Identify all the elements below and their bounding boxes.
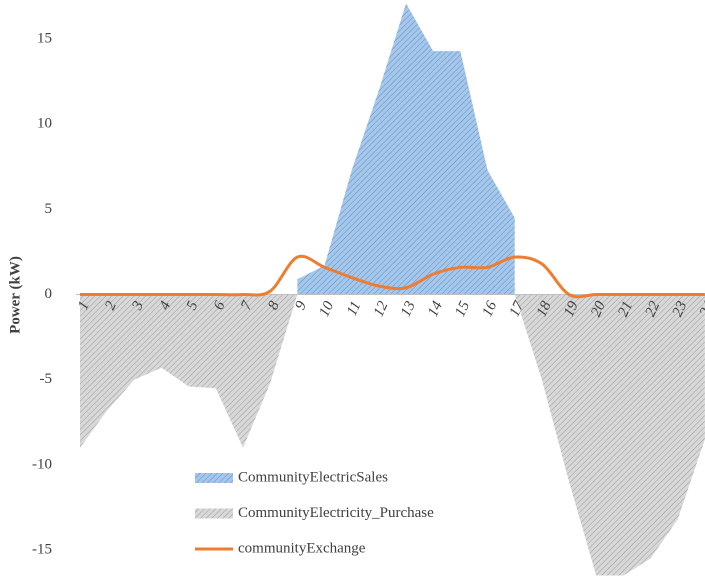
legend-label: communityExchange [238,540,366,556]
x-tick-label: 11 [344,299,364,318]
line [80,254,705,299]
x-tick-label: 12 [371,298,392,319]
x-tick-label: 24 [697,298,705,319]
legend-swatch [195,508,233,519]
x-tick-label: 10 [316,298,337,319]
y-axis-label: Power (kW) [7,256,23,334]
area [80,294,705,576]
x-tick-label: 9 [292,298,310,312]
legend-label: CommunityElectricity_Purchase [238,505,434,521]
x-tick-label: 16 [479,298,500,319]
x-tick-label: 20 [588,298,609,319]
y-tick-label: 0 [45,286,53,302]
legend-swatch [195,473,233,483]
y-tick-label: 15 [37,31,52,47]
x-tick-label: 22 [642,298,663,319]
x-tick-label: 18 [534,298,555,319]
y-tick-label: 5 [45,201,53,217]
y-tick-label: -15 [32,541,52,557]
x-tick-label: 23 [670,299,691,319]
y-tick-label: 10 [37,116,52,132]
y-tick-label: -10 [32,456,52,472]
x-tick-label: 19 [561,298,582,319]
area [297,3,515,295]
x-tick-label: 13 [398,299,419,319]
x-tick-label: 15 [452,298,473,319]
x-tick-label: 14 [425,298,446,319]
y-tick-label: -5 [40,371,53,387]
x-tick-label: 21 [615,299,636,319]
legend-label: CommunityElectricSales [238,469,388,485]
